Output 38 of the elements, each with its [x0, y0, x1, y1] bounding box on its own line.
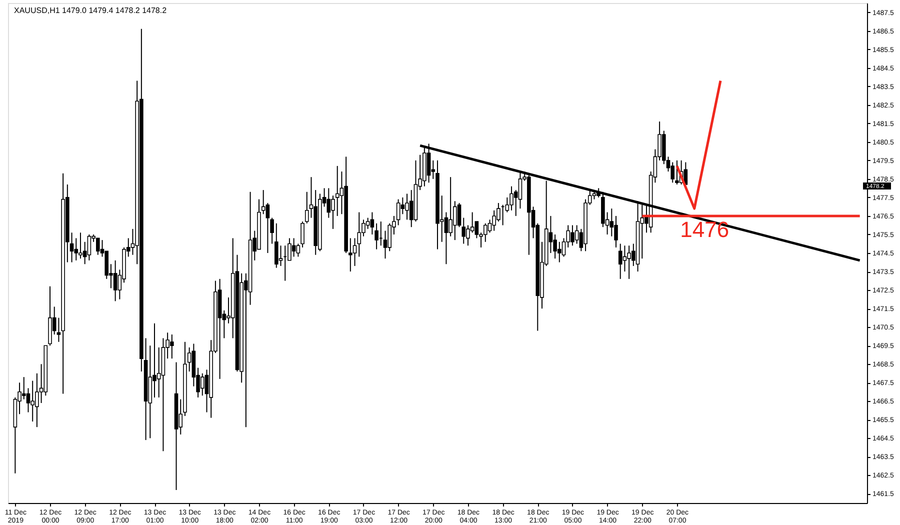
candlestick [26, 388, 30, 413]
candlestick [261, 190, 266, 215]
annotation: 1476 [680, 216, 730, 242]
candlestick [270, 217, 274, 244]
candlestick [326, 188, 331, 218]
candlestick [274, 222, 278, 268]
chart-title: XAUUSD,H1 1479.0 1479.4 1478.2 1478.2 [14, 6, 168, 15]
candlestick [300, 221, 304, 248]
candlestick [574, 224, 579, 244]
candlestick [70, 232, 74, 263]
candlestick [292, 238, 296, 258]
candlestick [474, 221, 479, 239]
candlestick [22, 376, 26, 400]
candlestick [444, 212, 448, 265]
candlestick [87, 234, 92, 261]
candlestick [610, 208, 614, 237]
candlestick [296, 243, 300, 258]
candlestick [614, 215, 618, 248]
candlestick [331, 195, 335, 230]
candlestick [335, 165, 340, 216]
candlestick [518, 171, 522, 210]
candlestick [348, 238, 352, 272]
candlestick [113, 260, 118, 302]
candlestick [266, 202, 270, 254]
candlestick [370, 212, 374, 235]
candlestick [200, 372, 204, 396]
candlestick [396, 198, 400, 226]
candlestick [622, 245, 627, 272]
candlestick [483, 222, 488, 242]
candlestick [618, 243, 622, 280]
candlestick [374, 222, 378, 250]
candlestick [278, 245, 283, 266]
candlestick [56, 317, 61, 342]
candlestick [288, 238, 292, 261]
candlestick [675, 160, 679, 185]
candlestick [488, 219, 492, 234]
candlestick [505, 196, 510, 213]
candlestick [366, 217, 370, 230]
